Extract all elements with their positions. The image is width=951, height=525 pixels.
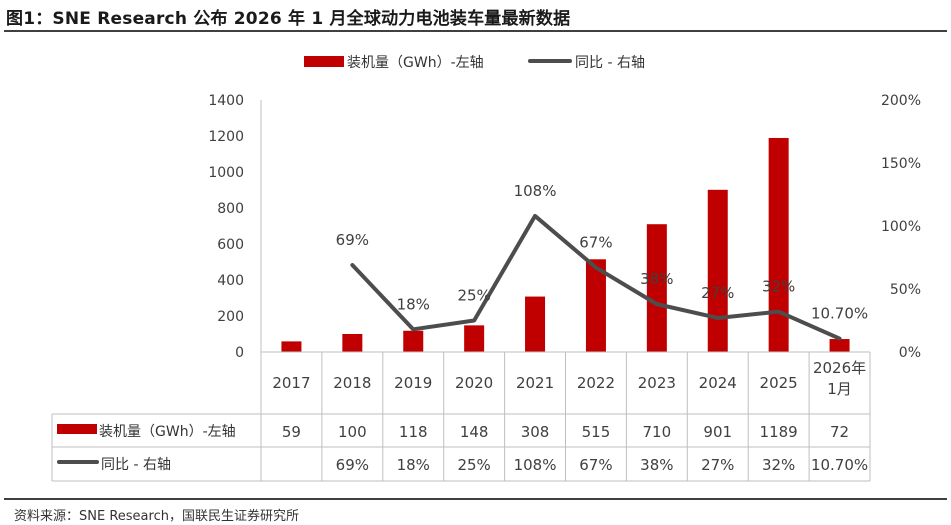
title-divider [4, 30, 947, 32]
chart: 装机量（GWh）-左轴 同比 - 右轴 0 200 400 600 800 1000 120… [51, 55, 921, 482]
left-tick-label: 400 [217, 273, 244, 289]
legend: 装机量（GWh）-左轴 同比 - 右轴 [304, 55, 645, 71]
left-tick-label: 800 [217, 201, 244, 217]
left-axis: 0 200 400 600 800 1000 1200 1400 [208, 93, 244, 361]
yoy-label-1: 69% [336, 231, 369, 249]
yoy-label-8: 32% [762, 278, 795, 296]
bar-5 [585, 259, 606, 352]
right-tick-label: 150% [881, 156, 921, 172]
table-bar-value: 148 [460, 423, 489, 441]
left-tick-label: 600 [217, 237, 244, 253]
table-line-value: 69% [336, 456, 369, 474]
table-bar-value: 515 [582, 423, 611, 441]
right-tick-label: 200% [881, 93, 921, 109]
table-bar-value: 901 [703, 423, 732, 441]
left-tick-label: 1000 [208, 165, 244, 181]
table-bar-header: 装机量（GWh）-左轴 [99, 424, 236, 440]
right-tick-label: 50% [890, 282, 921, 298]
bar-3 [464, 325, 485, 352]
category-label: 2019 [394, 374, 432, 392]
category-label: 2021 [516, 374, 554, 392]
data-table: 2017 2018 2019 2020 2021 2022 2023 2024 2025 2026… [51, 351, 871, 482]
legend-line-label: 同比 - 右轴 [575, 55, 645, 71]
table-line-value: 38% [640, 456, 673, 474]
category-label: 2018 [333, 374, 371, 392]
yoy-label-9: 10.70% [811, 305, 868, 323]
bar-4 [525, 296, 546, 352]
table-bar-value: 118 [399, 423, 428, 441]
category-label: 2025 [760, 374, 798, 392]
bar-8 [768, 137, 789, 352]
bars [281, 137, 850, 352]
right-axis: 0% 50% 100% 150% 200% [881, 93, 921, 361]
left-tick-label: 0 [235, 345, 244, 361]
category-label: 2023 [638, 374, 676, 392]
yoy-label-2: 18% [397, 295, 430, 313]
yoy-label-5: 67% [579, 234, 612, 252]
category-label: 2024 [699, 374, 737, 392]
yoy-line: 69% 18% 25% 108% 67% 38% 27% 32% 10.70% [336, 182, 868, 341]
table-line-value: 108% [514, 456, 557, 474]
category-label: 2026年 1月 [813, 359, 866, 398]
table-line-value: 67% [579, 456, 612, 474]
yoy-label-3: 25% [457, 287, 490, 305]
category-label: 2017 [272, 374, 310, 392]
yoy-label-7: 27% [701, 284, 734, 302]
table-bar-value: 308 [521, 423, 550, 441]
left-tick-label: 1400 [208, 93, 244, 109]
table-bar-swatch [57, 424, 97, 434]
table-line-value: 27% [701, 456, 734, 474]
table-bar-value: 72 [830, 423, 849, 441]
right-tick-label: 100% [881, 219, 921, 235]
category-label: 2022 [577, 374, 615, 392]
table-bar-value: 710 [643, 423, 672, 441]
category-label: 2020 [455, 374, 493, 392]
table-line-value: 25% [457, 456, 490, 474]
table-line-value: 10.70% [811, 456, 868, 474]
legend-bar-label: 装机量（GWh）-左轴 [347, 55, 484, 71]
yoy-label-4: 108% [514, 182, 557, 200]
footer-divider [4, 498, 947, 500]
table-bar-value: 100 [338, 423, 367, 441]
bar-7 [707, 189, 728, 352]
bar-6 [646, 224, 667, 352]
table-line-header: 同比 - 右轴 [101, 457, 171, 473]
table-bar-value: 59 [282, 423, 301, 441]
table-line-value: 18% [397, 456, 430, 474]
yoy-label-6: 38% [640, 270, 673, 288]
bar-1 [342, 334, 363, 352]
bar-2 [403, 330, 424, 352]
left-tick-label: 200 [217, 309, 244, 325]
page-title: 图1：SNE Research 公布 2026 年 1 月全球动力电池装车量最新… [6, 9, 571, 29]
right-tick-label: 0% [899, 345, 921, 361]
left-tick-label: 1200 [208, 129, 244, 145]
source-note: 资料来源：SNE Research，国联民生证券研究所 [14, 509, 299, 524]
bar-9 [829, 339, 850, 352]
table-bar-value: 1189 [760, 423, 798, 441]
bar-0 [281, 341, 302, 352]
legend-bar-swatch [304, 56, 344, 67]
table-line-value: 32% [762, 456, 795, 474]
